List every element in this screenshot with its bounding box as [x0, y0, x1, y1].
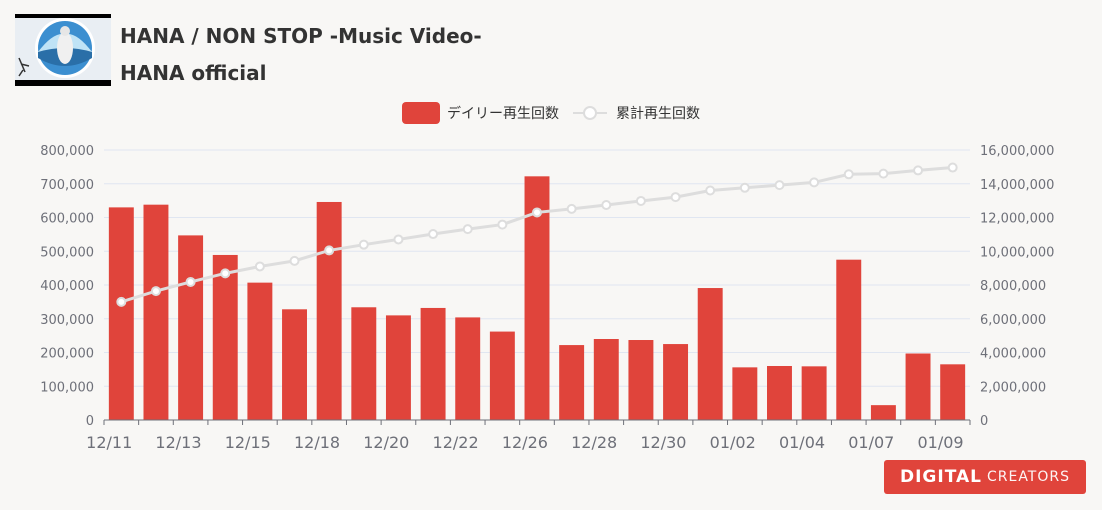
daily-bar — [178, 235, 204, 420]
cumulative-point — [635, 195, 646, 206]
daily-bar — [940, 364, 966, 420]
cumulative-point — [670, 192, 681, 203]
daily-bar — [870, 405, 896, 420]
cumulative-point — [393, 234, 404, 245]
chart-legend: デイリー再生回数 累計再生回数 — [0, 102, 1102, 124]
y-right-tick-label: 10,000,000 — [980, 245, 1054, 260]
brand-part2: CREATORS — [986, 469, 1070, 485]
y-right-tick-label: 0 — [980, 414, 988, 429]
cumulative-point — [739, 182, 750, 193]
legend-line-swatch — [573, 106, 607, 120]
x-tick-label: 12/20 — [363, 433, 409, 452]
cumulative-point — [289, 255, 300, 266]
cumulative-point — [705, 185, 716, 196]
cumulative-point — [220, 268, 231, 279]
daily-bar — [559, 345, 585, 420]
cumulative-point — [878, 168, 889, 179]
cumulative-point — [532, 207, 542, 218]
y-right-tick-label: 4,000,000 — [980, 347, 1046, 362]
x-tick-label: 12/30 — [640, 433, 686, 452]
cumulative-point — [462, 224, 473, 235]
cumulative-point — [601, 200, 612, 211]
y-left-tick-label: 0 — [86, 414, 94, 429]
daily-bar — [385, 315, 411, 420]
cumulative-point — [254, 261, 265, 272]
x-tick-label: 01/09 — [918, 433, 964, 452]
x-tick-label: 12/28 — [571, 433, 617, 452]
daily-bar — [697, 288, 723, 420]
daily-bar — [767, 366, 792, 420]
daily-bar — [905, 353, 931, 420]
digital-creators-logo[interactable]: DIGITAL CREATORS — [884, 460, 1086, 494]
legend-cumulative-label: 累計再生回数 — [616, 106, 700, 122]
legend-item-cumulative[interactable]: 累計再生回数 — [571, 102, 700, 124]
y-right-tick-label: 6,000,000 — [980, 313, 1046, 328]
daily-bar — [108, 207, 134, 420]
cumulative-point — [185, 276, 196, 287]
y-right-tick-label: 2,000,000 — [980, 380, 1046, 395]
legend-daily-label: デイリー再生回数 — [447, 106, 559, 122]
y-left-tick-label: 300,000 — [40, 313, 94, 328]
y-left-tick-label: 800,000 — [40, 144, 94, 159]
x-tick-label: 12/13 — [155, 433, 201, 452]
y-left-tick-label: 500,000 — [40, 245, 94, 260]
daily-bar — [351, 307, 377, 420]
video-title[interactable]: HANA / NON STOP -Music Video- — [120, 24, 482, 48]
cumulative-point — [324, 245, 335, 256]
y-right-tick-label: 14,000,000 — [980, 178, 1054, 193]
x-tick-label: 01/07 — [848, 433, 894, 452]
cumulative-point — [358, 239, 369, 250]
cumulative-point — [843, 169, 854, 180]
y-right-tick-label: 16,000,000 — [980, 144, 1054, 159]
daily-bar — [801, 366, 827, 420]
daily-bar — [663, 344, 689, 420]
cumulative-point — [428, 229, 439, 240]
x-tick-label: 12/22 — [433, 433, 479, 452]
cumulative-point — [116, 296, 127, 307]
daily-bar — [282, 309, 307, 420]
daily-bar — [212, 254, 238, 420]
y-left-tick-label: 700,000 — [40, 178, 94, 193]
x-tick-label: 01/02 — [710, 433, 756, 452]
y-left-tick-label: 400,000 — [40, 279, 94, 294]
daily-bar — [593, 339, 619, 420]
daily-bar — [420, 307, 446, 420]
y-right-tick-label: 12,000,000 — [980, 212, 1054, 227]
x-tick-label: 12/26 — [502, 433, 548, 452]
brand-part1: DIGITAL — [899, 467, 982, 487]
daily-bar — [489, 331, 515, 420]
cumulative-point — [150, 286, 161, 297]
cumulative-point — [774, 180, 785, 191]
daily-bar — [247, 282, 273, 420]
y-right-tick-label: 8,000,000 — [980, 279, 1046, 294]
y-left-tick-label: 600,000 — [40, 212, 94, 227]
y-left-tick-label: 200,000 — [40, 347, 94, 362]
daily-bar — [732, 367, 758, 420]
daily-bar — [455, 317, 481, 420]
daily-bar — [316, 201, 342, 420]
x-tick-label: 01/04 — [779, 433, 825, 452]
cumulative-point — [497, 219, 508, 230]
x-tick-label: 12/15 — [225, 433, 271, 452]
channel-name[interactable]: HANA official — [120, 61, 267, 85]
legend-bar-swatch — [402, 102, 440, 124]
daily-bar — [628, 340, 654, 420]
legend-item-daily[interactable]: デイリー再生回数 — [402, 102, 559, 124]
x-tick-label: 12/11 — [86, 433, 132, 452]
x-tick-label: 12/18 — [294, 433, 340, 452]
daily-bar — [143, 204, 169, 420]
cumulative-point — [809, 177, 820, 188]
combo-chart: 0 0 100,000 2,000,000 200,000 4,000,000 300,00… — [40, 144, 1054, 452]
daily-bar — [836, 259, 862, 420]
video-thumbnail[interactable] — [15, 14, 111, 86]
cumulative-point — [947, 162, 958, 173]
cumulative-point — [913, 165, 924, 176]
cumulative-point — [566, 203, 577, 214]
y-left-tick-label: 100,000 — [40, 380, 94, 395]
